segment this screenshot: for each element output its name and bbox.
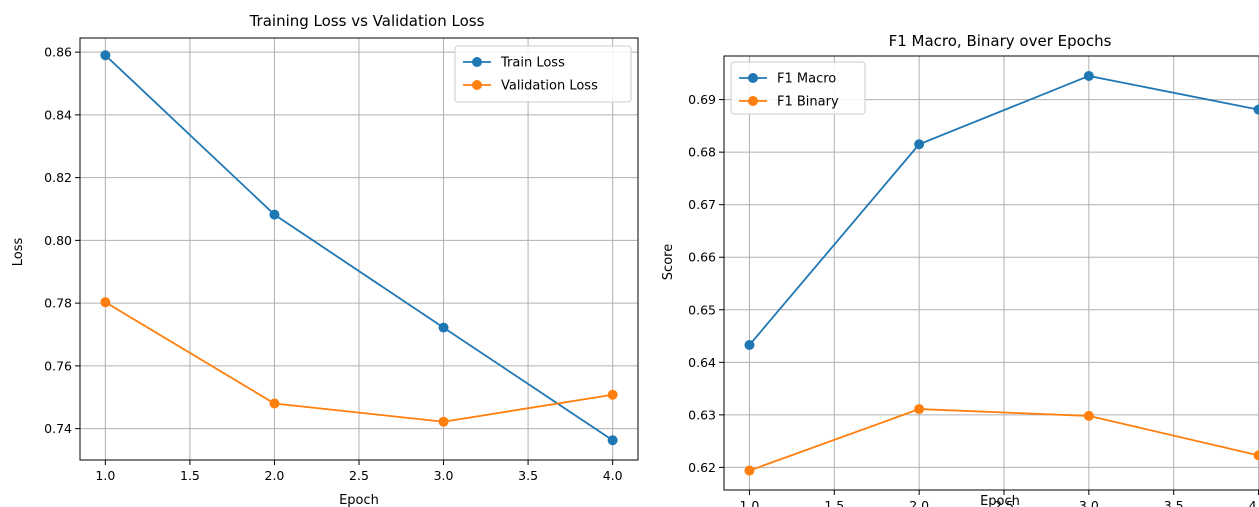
data-point bbox=[1253, 104, 1259, 115]
legend-marker bbox=[748, 73, 758, 83]
series-line-2 bbox=[749, 408, 1259, 472]
y-tick-label: 0.80 bbox=[44, 233, 72, 248]
data-point bbox=[1083, 70, 1094, 81]
data-point bbox=[914, 139, 925, 150]
legend-label: Train Loss bbox=[500, 56, 565, 71]
y-tick-label: 0.63 bbox=[688, 407, 716, 422]
data-point bbox=[438, 322, 449, 333]
data-point bbox=[269, 398, 280, 409]
data-point bbox=[438, 416, 449, 427]
legend-marker bbox=[472, 80, 482, 90]
legend-box bbox=[454, 45, 632, 103]
x-tick-label: 1.5 bbox=[180, 468, 200, 483]
loss-chart: Training Loss vs Validation Loss Epoch L… bbox=[11, 12, 639, 507]
x-tick-label: 3.5 bbox=[518, 468, 538, 483]
y-axis-label: Loss bbox=[11, 238, 26, 267]
data-point bbox=[914, 404, 925, 415]
y-tick-label: 0.65 bbox=[688, 302, 716, 317]
x-tick-label: 1.0 bbox=[95, 468, 115, 483]
y-tick-label: 0.64 bbox=[688, 355, 716, 370]
x-tick-label: 2.5 bbox=[994, 498, 1014, 507]
data-point bbox=[269, 209, 280, 220]
legend-label: Validation Loss bbox=[501, 79, 598, 94]
legend: Train Loss Validation Loss bbox=[454, 45, 632, 103]
x-axis-label: Epoch bbox=[339, 493, 379, 507]
data-point bbox=[1083, 410, 1094, 421]
x-tick-label: 1.5 bbox=[824, 498, 844, 507]
y-tick-label: 0.76 bbox=[44, 358, 72, 373]
series-line-2 bbox=[104, 301, 613, 423]
data-point bbox=[100, 297, 111, 308]
y-tick-label: 0.78 bbox=[44, 296, 72, 311]
x-tick-label: 2.0 bbox=[909, 498, 929, 507]
y-axis-label: Score bbox=[661, 244, 676, 280]
legend-label: F1 Macro bbox=[777, 72, 836, 87]
data-point bbox=[607, 435, 618, 446]
data-point bbox=[100, 50, 111, 61]
y-tick-label: 0.67 bbox=[688, 197, 716, 212]
y-tick-label: 0.62 bbox=[688, 460, 716, 475]
chart-title: Training Loss vs Validation Loss bbox=[249, 12, 485, 30]
y-tick-label: 0.86 bbox=[44, 45, 72, 60]
x-tick-label: 2.5 bbox=[349, 468, 369, 483]
data-point bbox=[744, 339, 755, 350]
series-line-1 bbox=[104, 54, 614, 441]
data-point bbox=[607, 389, 618, 400]
y-tick-label: 0.66 bbox=[688, 250, 716, 265]
legend-label: F1 Binary bbox=[777, 95, 839, 110]
legend-marker bbox=[748, 96, 758, 106]
x-axis-label: Epoch bbox=[980, 494, 1020, 507]
x-tick-label: 3.0 bbox=[1079, 498, 1099, 507]
data-point bbox=[1253, 450, 1259, 461]
y-tick-label: 0.84 bbox=[44, 107, 72, 122]
legend-marker bbox=[472, 57, 482, 67]
y-tick-label: 0.68 bbox=[688, 145, 716, 160]
x-tick-label: 4.0 bbox=[1249, 498, 1259, 507]
series-line-1 bbox=[748, 75, 1259, 346]
f1-chart: F1 Macro, Binary over Epochs Epoch Score… bbox=[661, 32, 1259, 507]
legend: F1 Macro F1 Binary bbox=[730, 61, 866, 115]
data-point bbox=[744, 465, 755, 476]
plot-frame bbox=[723, 55, 1259, 491]
x-tick-label: 3.5 bbox=[1164, 498, 1184, 507]
x-tick-label: 1.0 bbox=[740, 498, 760, 507]
x-tick-label: 4.0 bbox=[603, 468, 623, 483]
y-tick-label: 0.74 bbox=[44, 421, 72, 436]
x-tick-label: 3.0 bbox=[434, 468, 454, 483]
chart-title: F1 Macro, Binary over Epochs bbox=[889, 32, 1112, 50]
plot-frame bbox=[79, 37, 639, 461]
y-tick-label: 0.82 bbox=[44, 170, 72, 185]
y-tick-label: 0.69 bbox=[688, 92, 716, 107]
x-tick-label: 2.0 bbox=[265, 468, 285, 483]
